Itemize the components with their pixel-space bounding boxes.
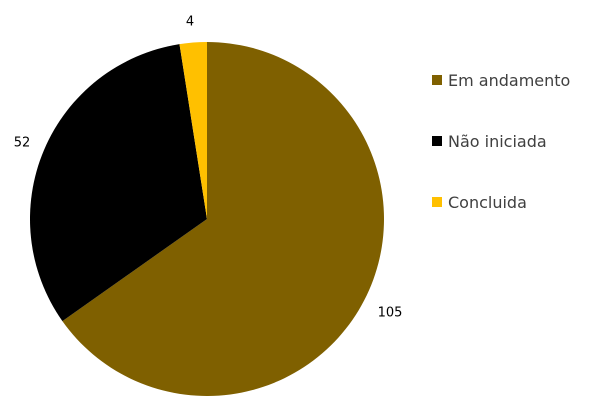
data-label-nao-iniciada: 52 xyxy=(14,136,31,151)
data-label-concluida: 4 xyxy=(186,15,194,30)
legend-item-nao-iniciada: Não iniciada xyxy=(432,127,596,155)
legend-label-em-andamento: Em andamento xyxy=(448,70,571,90)
legend-swatch-concluida xyxy=(432,197,442,207)
data-label-em-andamento: 105 xyxy=(378,306,403,321)
legend-swatch-nao-iniciada xyxy=(432,136,442,146)
legend: Em andamento Não iniciada Concluida xyxy=(432,66,596,249)
legend-label-nao-iniciada: Não iniciada xyxy=(448,131,547,151)
pie-slice-em-andamento xyxy=(62,42,385,396)
legend-label-concluida: Concluida xyxy=(448,192,527,212)
pie-slice-nao-iniciada xyxy=(29,44,207,322)
legend-swatch-em-andamento xyxy=(432,75,442,85)
legend-item-em-andamento: Em andamento xyxy=(432,66,596,94)
legend-item-concluida: Concluida xyxy=(432,188,596,216)
pie-slice-concluida xyxy=(179,42,207,219)
